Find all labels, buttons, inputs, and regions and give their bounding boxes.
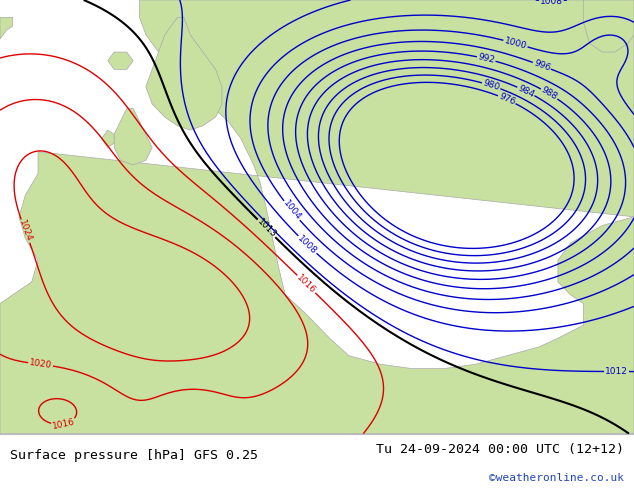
Text: 1000: 1000 (503, 36, 527, 51)
Text: 1012: 1012 (605, 367, 628, 376)
Text: 976: 976 (497, 92, 517, 107)
Text: 1008: 1008 (540, 0, 563, 6)
Text: 1008: 1008 (296, 234, 319, 256)
Text: 992: 992 (477, 52, 496, 65)
Text: 1020: 1020 (29, 358, 53, 370)
Text: 988: 988 (540, 85, 559, 102)
Text: 984: 984 (516, 83, 536, 99)
Text: 980: 980 (482, 79, 501, 93)
Text: 996: 996 (532, 58, 552, 73)
Text: 1016: 1016 (51, 417, 75, 431)
Text: Surface pressure [hPa] GFS 0.25: Surface pressure [hPa] GFS 0.25 (10, 448, 257, 462)
Text: 1024: 1024 (17, 219, 34, 244)
Text: 1004: 1004 (281, 199, 302, 222)
Text: 1016: 1016 (295, 273, 318, 295)
Text: Tu 24-09-2024 00:00 UTC (12+12): Tu 24-09-2024 00:00 UTC (12+12) (377, 443, 624, 456)
Text: ©weatheronline.co.uk: ©weatheronline.co.uk (489, 472, 624, 483)
Text: 1013: 1013 (255, 217, 278, 240)
